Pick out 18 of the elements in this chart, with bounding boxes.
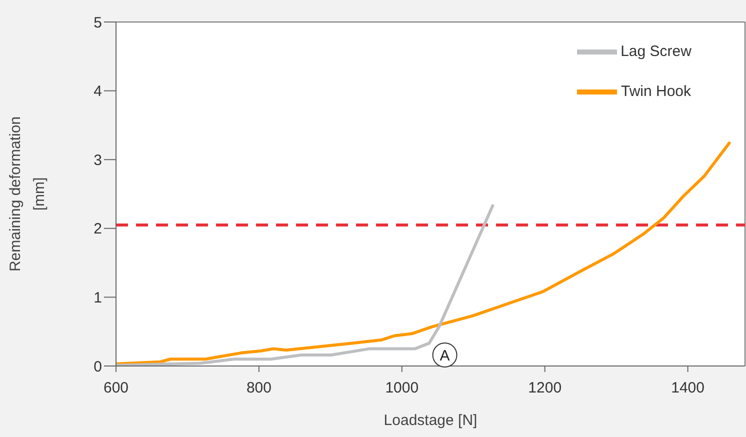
y-tick-label: 3 (94, 152, 102, 169)
y-tick-label: 4 (94, 83, 102, 100)
x-tick-label: 1000 (385, 380, 419, 397)
annotation: A (440, 347, 450, 364)
x-tick-label: 800 (246, 380, 272, 397)
y-tick-label: 0 (94, 358, 102, 376)
y-axis-title: Remaining deformation [mm] (7, 116, 48, 272)
legend-label: Twin Hook (620, 82, 692, 100)
legend-label: Lag Screw (620, 42, 692, 60)
y-tick-label: 5 (94, 14, 102, 32)
x-tick-label: 1400 (671, 380, 705, 397)
line-series (116, 142, 731, 366)
y-tick-label: 1 (94, 290, 102, 307)
x-axis-title: Loadstage [N] (384, 412, 478, 429)
line-series (116, 204, 494, 366)
x-tick-label: 600 (103, 380, 129, 397)
y-tick-label: 2 (94, 220, 102, 238)
x-tick-label: 1200 (528, 380, 562, 397)
